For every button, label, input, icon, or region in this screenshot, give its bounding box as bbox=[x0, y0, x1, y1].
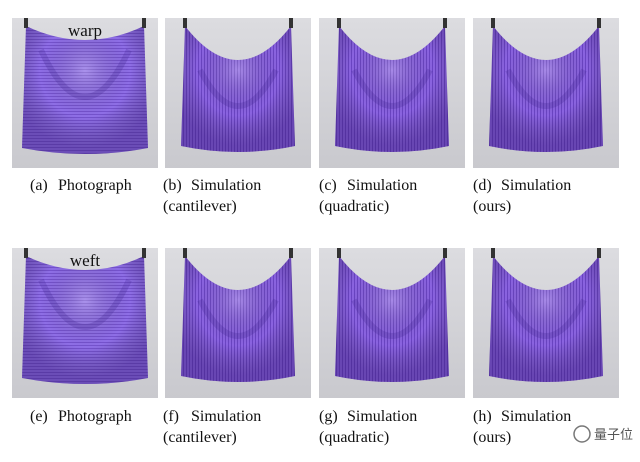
cloth-fold bbox=[38, 48, 132, 100]
clip bbox=[142, 248, 146, 258]
clip bbox=[443, 18, 447, 28]
cloth-shade bbox=[181, 26, 295, 152]
panels: warp (a) Photograph (b) Simulation (cantileve… bbox=[12, 18, 619, 446]
caption-subtitle: (cantilever) bbox=[163, 429, 237, 446]
clip bbox=[183, 248, 187, 258]
panel: weft (e) Photograph bbox=[12, 248, 158, 425]
clip bbox=[289, 248, 293, 258]
caption-label: (h) bbox=[473, 408, 492, 425]
cloth-fold bbox=[38, 278, 132, 330]
overlay-label: warp bbox=[68, 21, 102, 40]
clip bbox=[443, 248, 447, 258]
caption-subtitle: (ours) bbox=[473, 429, 511, 446]
cloth-fold bbox=[505, 68, 587, 109]
caption-subtitle: (quadratic) bbox=[319, 198, 389, 215]
caption-subtitle: (quadratic) bbox=[319, 429, 389, 446]
caption-subtitle: (ours) bbox=[473, 198, 511, 215]
caption-subtitle: (cantilever) bbox=[163, 198, 237, 215]
caption-label: (a) bbox=[30, 177, 48, 194]
caption-label: (g) bbox=[319, 408, 338, 425]
panel: (d) Simulation (ours) bbox=[473, 18, 619, 215]
clip bbox=[491, 18, 495, 28]
overlay-label: weft bbox=[70, 251, 100, 270]
caption-label: (b) bbox=[163, 177, 182, 194]
cloth-shade bbox=[181, 256, 295, 382]
caption-title: Photograph bbox=[58, 408, 132, 425]
caption-label: (f) bbox=[163, 408, 179, 425]
cloth-shade bbox=[22, 256, 148, 384]
cloth-shade bbox=[335, 256, 449, 382]
caption-label: (d) bbox=[473, 177, 492, 194]
clip bbox=[597, 248, 601, 258]
cloth-fold bbox=[197, 68, 279, 109]
watermark-text: 量子位 bbox=[594, 428, 633, 443]
caption-title: Simulation bbox=[347, 177, 417, 194]
panel: (f) Simulation (cantilever) bbox=[163, 248, 311, 446]
caption-title: Simulation bbox=[501, 408, 571, 425]
clip bbox=[491, 248, 495, 258]
clip bbox=[337, 248, 341, 258]
caption-label: (e) bbox=[30, 408, 48, 425]
clip bbox=[289, 18, 293, 28]
cloth-shade bbox=[22, 26, 148, 154]
watermark-icon bbox=[573, 425, 591, 443]
panel: (g) Simulation (quadratic) bbox=[319, 248, 465, 446]
cloth-shade bbox=[489, 256, 603, 382]
clip bbox=[597, 18, 601, 28]
clip bbox=[24, 248, 28, 258]
caption-title: Simulation bbox=[501, 177, 571, 194]
clip bbox=[142, 18, 146, 28]
caption-title: Simulation bbox=[191, 177, 261, 194]
panel: (h) Simulation (ours) bbox=[473, 248, 619, 446]
panel: (c) Simulation (quadratic) bbox=[319, 18, 465, 215]
cloth-shade bbox=[335, 26, 449, 152]
caption-label: (c) bbox=[319, 177, 337, 194]
cloth-fold bbox=[351, 68, 433, 109]
cloth-fold bbox=[197, 298, 279, 339]
clip bbox=[337, 18, 341, 28]
cloth-fold bbox=[351, 298, 433, 339]
panel: (b) Simulation (cantilever) bbox=[163, 18, 311, 215]
caption-title: Photograph bbox=[58, 177, 132, 194]
clip bbox=[24, 18, 28, 28]
panel: warp (a) Photograph bbox=[12, 18, 158, 194]
cloth-fold bbox=[505, 298, 587, 339]
caption-title: Simulation bbox=[191, 408, 261, 425]
clip bbox=[183, 18, 187, 28]
watermark: 量子位 bbox=[573, 425, 633, 443]
cloth-shade bbox=[489, 26, 603, 152]
caption-title: Simulation bbox=[347, 408, 417, 425]
